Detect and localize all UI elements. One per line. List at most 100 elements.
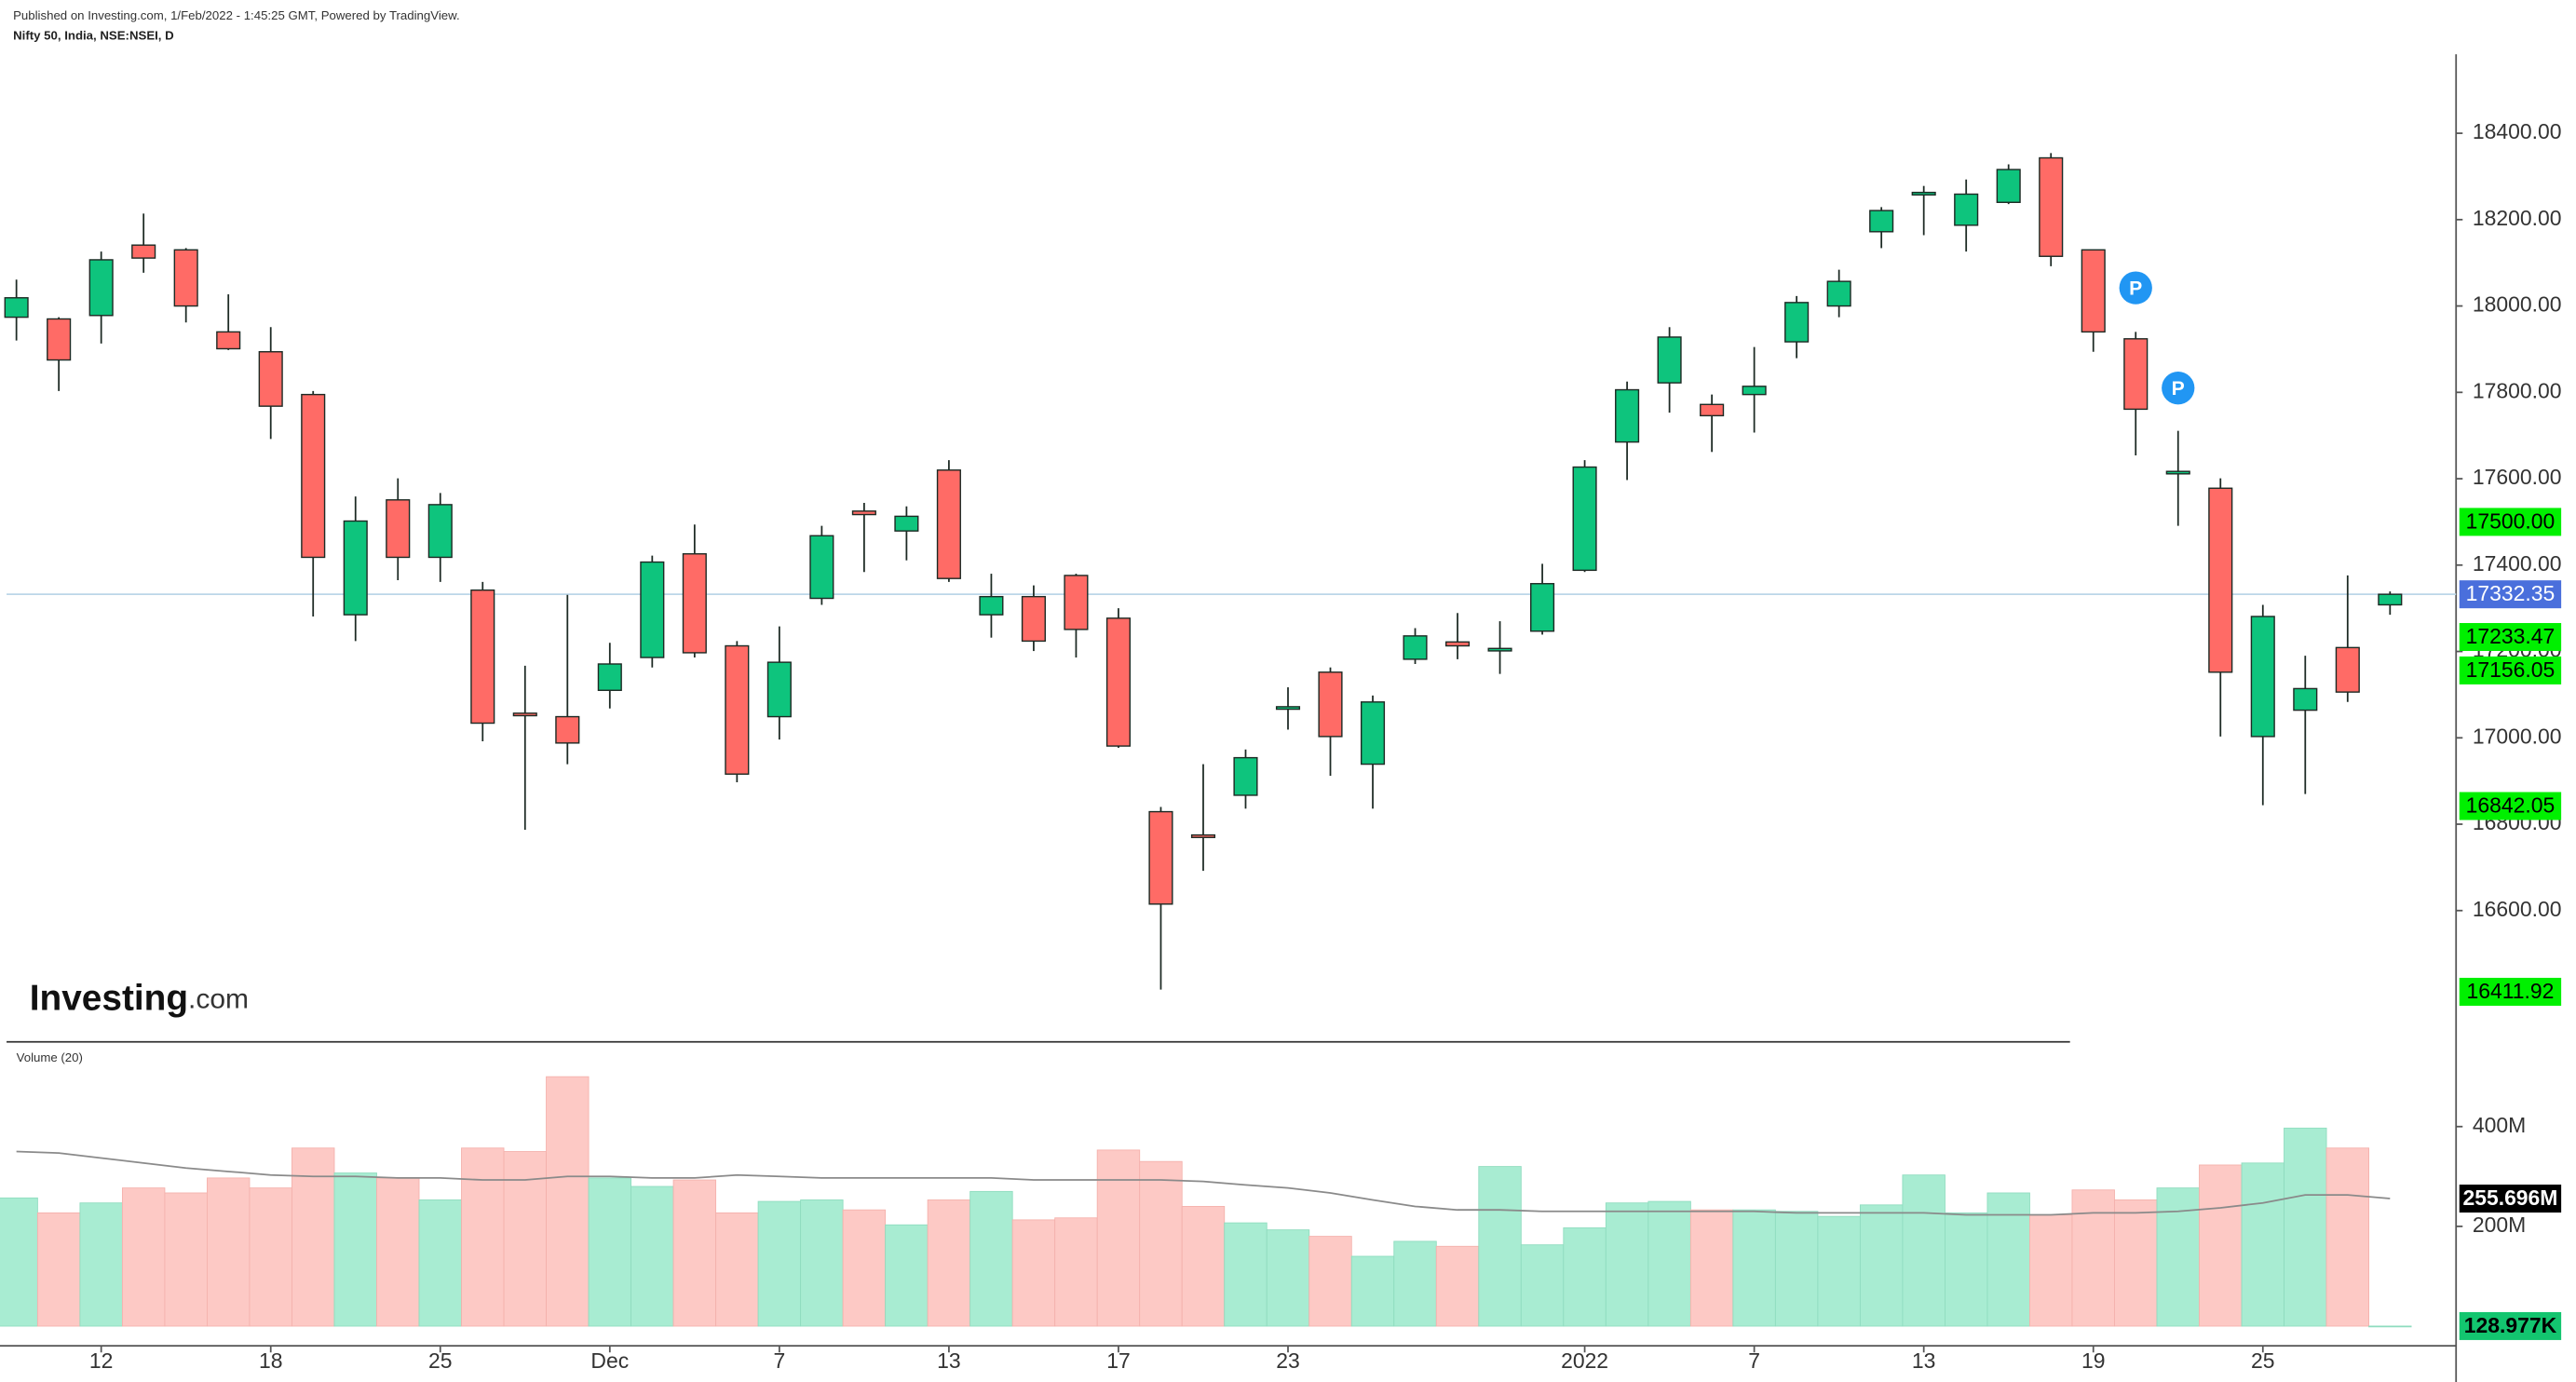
volume-bar — [291, 1147, 335, 1327]
volume-bar — [1605, 1202, 1649, 1327]
logo-suffix: .com — [188, 984, 249, 1015]
volume-bar — [969, 1190, 1013, 1327]
candle-body — [555, 715, 580, 744]
volume-bar — [503, 1151, 547, 1327]
x-tick-label: 13 — [1912, 1348, 1935, 1373]
candle-body — [2335, 646, 2360, 693]
volume-bar — [630, 1186, 674, 1327]
candle-body — [894, 515, 919, 532]
x-tick-label: 7 — [1748, 1348, 1760, 1373]
volume-bar — [1393, 1240, 1437, 1327]
volume-bar — [1181, 1206, 1226, 1327]
volume-bar — [927, 1199, 971, 1327]
volume-bar — [1435, 1245, 1480, 1327]
volume-label-box — [2459, 1311, 2562, 1340]
volume-bar — [1224, 1222, 1268, 1327]
candle-body — [2081, 249, 2106, 333]
volume-bar — [376, 1177, 420, 1327]
volume-bar — [672, 1179, 717, 1327]
x-tick-label: 2022 — [1561, 1348, 1608, 1373]
candle-body — [1148, 810, 1173, 905]
x-tick-label: 12 — [89, 1348, 113, 1373]
volume-bar — [2114, 1199, 2158, 1327]
price-label-box — [2459, 623, 2562, 652]
event-marker-label: P — [2129, 278, 2142, 299]
y-tick-label: 17000.00 — [2473, 724, 2562, 748]
candle-body — [1318, 671, 1343, 738]
candle-body — [1064, 575, 1089, 630]
volume-bar — [1986, 1192, 2030, 1327]
volume-bar — [1902, 1174, 1946, 1327]
volume-bar — [461, 1147, 505, 1327]
published-note: Published on Investing.com, 1/Feb/2022 -… — [13, 8, 460, 22]
y-tick-label: 18400.00 — [2473, 119, 2562, 143]
volume-label-box — [2459, 1185, 2562, 1213]
volume-title: Volume (20) — [17, 1050, 83, 1064]
volume-bar — [121, 1187, 166, 1327]
event-marker — [2119, 271, 2152, 305]
candle-body — [1403, 635, 1428, 660]
candle-body — [88, 259, 114, 317]
price-label: 17332.35 — [2466, 581, 2556, 605]
candle-body — [386, 499, 411, 559]
y-tick-label: 18200.00 — [2473, 206, 2562, 230]
price-label-box — [2459, 792, 2562, 820]
y-tick-label: 17400.00 — [2473, 551, 2562, 576]
volume-bar — [1563, 1227, 1607, 1327]
candle-body — [1360, 701, 1386, 766]
volume-bar — [757, 1200, 802, 1327]
candle-body — [1190, 833, 1216, 838]
price-label-box — [2459, 656, 2562, 684]
logo: Investing.com — [30, 979, 249, 1019]
x-tick-label: 23 — [1276, 1348, 1299, 1373]
y-tick-label: 18000.00 — [2473, 292, 2562, 317]
volume-bar — [2284, 1127, 2327, 1327]
candle-body — [1657, 336, 1682, 384]
volume-bar — [800, 1199, 844, 1327]
y-tick-label: 17600.00 — [2473, 465, 2562, 489]
volume-bar — [842, 1209, 887, 1327]
x-tick-label: 25 — [2251, 1348, 2274, 1373]
candle-body — [2378, 593, 2403, 606]
volume-bar — [2325, 1147, 2369, 1327]
candle-body — [2293, 687, 2318, 711]
candle-body — [1233, 756, 1258, 796]
volume-bar — [2156, 1187, 2200, 1327]
volume-bar — [79, 1202, 123, 1327]
candle-body — [1105, 617, 1132, 747]
volume-bar — [1096, 1149, 1141, 1327]
volume-bar — [2071, 1189, 2115, 1327]
volume-label: 128.977K — [2464, 1313, 2557, 1337]
volume-bar — [1817, 1215, 1861, 1327]
candle-body — [512, 712, 537, 717]
chart-title: Nifty 50, India, NSE:NSEI, D — [13, 28, 174, 42]
x-tick-label: 25 — [428, 1348, 452, 1373]
volume-bar — [1139, 1160, 1183, 1327]
volume-bar — [715, 1212, 759, 1327]
volume-ma-line — [16, 1150, 2391, 1216]
candle-body — [1021, 595, 1046, 643]
x-tick-label: 17 — [1106, 1348, 1130, 1373]
price-label-box — [2459, 977, 2562, 1006]
candle-body — [1275, 706, 1301, 711]
price-label: 16411.92 — [2466, 979, 2554, 1003]
volume-label: 255.696M — [2462, 1186, 2557, 1210]
price-label-box — [2459, 508, 2562, 536]
candle-body — [1954, 193, 1979, 226]
candle-body — [725, 644, 750, 775]
candle-body — [2208, 487, 2233, 673]
volume-bar — [1732, 1209, 1776, 1327]
x-tick-label: 18 — [259, 1348, 282, 1373]
candle-body — [851, 510, 876, 516]
volume-bar — [1689, 1209, 1734, 1327]
candle-body — [1784, 302, 1810, 343]
price-label: 16842.05 — [2466, 793, 2556, 817]
candle-body — [936, 469, 961, 579]
candle-body — [979, 595, 1004, 616]
candle-body — [173, 249, 198, 307]
volume-bar — [36, 1212, 81, 1327]
volume-bar — [1266, 1229, 1310, 1327]
y-tick-label: 16600.00 — [2473, 897, 2562, 921]
price-label: 17156.05 — [2466, 657, 2556, 682]
